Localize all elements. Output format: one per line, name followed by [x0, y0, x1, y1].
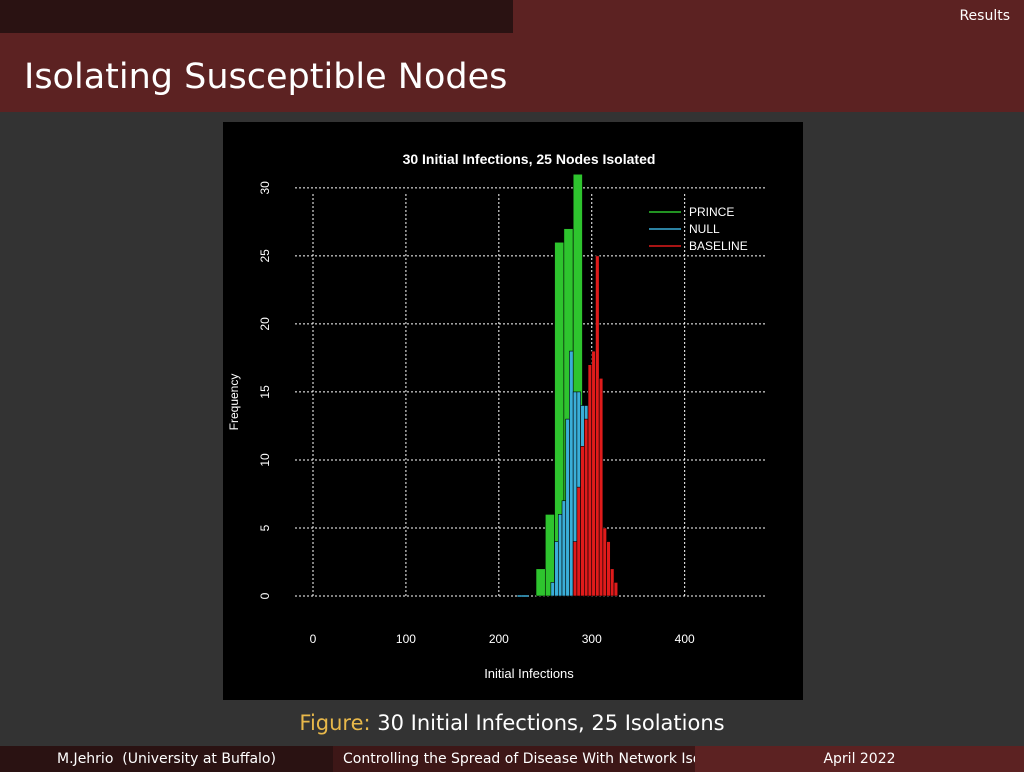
histogram-bar-baseline	[610, 568, 615, 597]
y-tick-label: 30	[258, 181, 272, 195]
footer-bar: M.Jehrio (University at Buffalo) Control…	[0, 746, 1024, 772]
x-tick-label: 400	[675, 632, 695, 646]
chart-bars	[517, 173, 619, 597]
histogram-bar-null	[565, 418, 570, 597]
histogram-bar-baseline	[591, 350, 596, 597]
histogram-bar-baseline	[580, 446, 585, 597]
title-bar: Isolating Susceptible Nodes	[0, 33, 1024, 112]
legend-label-baseline: BASELINE	[689, 239, 748, 253]
y-axis-label: Frequency	[227, 374, 241, 431]
top-nav-left-band	[0, 0, 513, 33]
chart-svg: 30 Initial Infections, 25 Nodes Isolated…	[227, 151, 765, 681]
chart-title: 30 Initial Infections, 25 Nodes Isolated	[403, 151, 656, 167]
histogram-bar-baseline	[572, 541, 578, 597]
histogram-bar-null	[561, 500, 567, 597]
histogram-bar-baseline	[598, 378, 604, 597]
chart-legend: PRINCE NULL BASELINE	[649, 205, 748, 253]
x-tick-label: 200	[489, 632, 509, 646]
histogram-bar-null	[550, 582, 555, 597]
histogram-bar-baseline	[606, 541, 611, 597]
x-axis-label: Initial Infections	[484, 666, 574, 681]
footer-author: M.Jehrio (University at Buffalo)	[0, 746, 333, 772]
x-tick-label: 100	[396, 632, 416, 646]
histogram-bar-baseline	[584, 418, 589, 597]
histogram-bar-baseline	[602, 527, 607, 597]
y-tick-label: 10	[258, 453, 272, 467]
y-tick-label: 25	[258, 249, 272, 263]
y-tick-label: 5	[258, 524, 272, 531]
histogram-bar-baseline	[595, 255, 600, 597]
figure-caption: Figure: 30 Initial Infections, 25 Isolat…	[0, 708, 1024, 738]
y-tick-label: 0	[258, 592, 272, 599]
caption-label: Figure:	[299, 711, 371, 735]
histogram-bar-null	[554, 541, 559, 597]
y-tick-label: 15	[258, 385, 272, 399]
caption-text: 30 Initial Infections, 25 Isolations	[377, 711, 725, 735]
histogram-chart: 30 Initial Infections, 25 Nodes Isolated…	[223, 122, 803, 700]
section-label[interactable]: Results	[959, 8, 1010, 24]
legend-label-null: NULL	[689, 222, 720, 236]
x-tick-label: 0	[310, 632, 317, 646]
histogram-bar-null	[569, 350, 574, 597]
histogram-bar-baseline	[576, 486, 581, 597]
y-tick-label: 20	[258, 317, 272, 331]
histogram-bar-prince	[535, 568, 546, 597]
legend-label-prince: PRINCE	[689, 205, 734, 219]
top-navigation-bar: Results	[0, 0, 1024, 33]
histogram-bar-baseline	[613, 582, 619, 597]
footer-talk-title: Controlling the Spread of Disease With N…	[333, 746, 695, 772]
x-tick-label: 300	[582, 632, 602, 646]
histogram-bar-baseline	[587, 364, 593, 597]
histogram-bar-null	[557, 514, 563, 597]
slide-title: Isolating Susceptible Nodes	[24, 57, 508, 97]
chart-axes: 30 Initial Infections, 25 Nodes Isolated…	[227, 151, 695, 681]
footer-date: April 2022	[823, 751, 896, 767]
